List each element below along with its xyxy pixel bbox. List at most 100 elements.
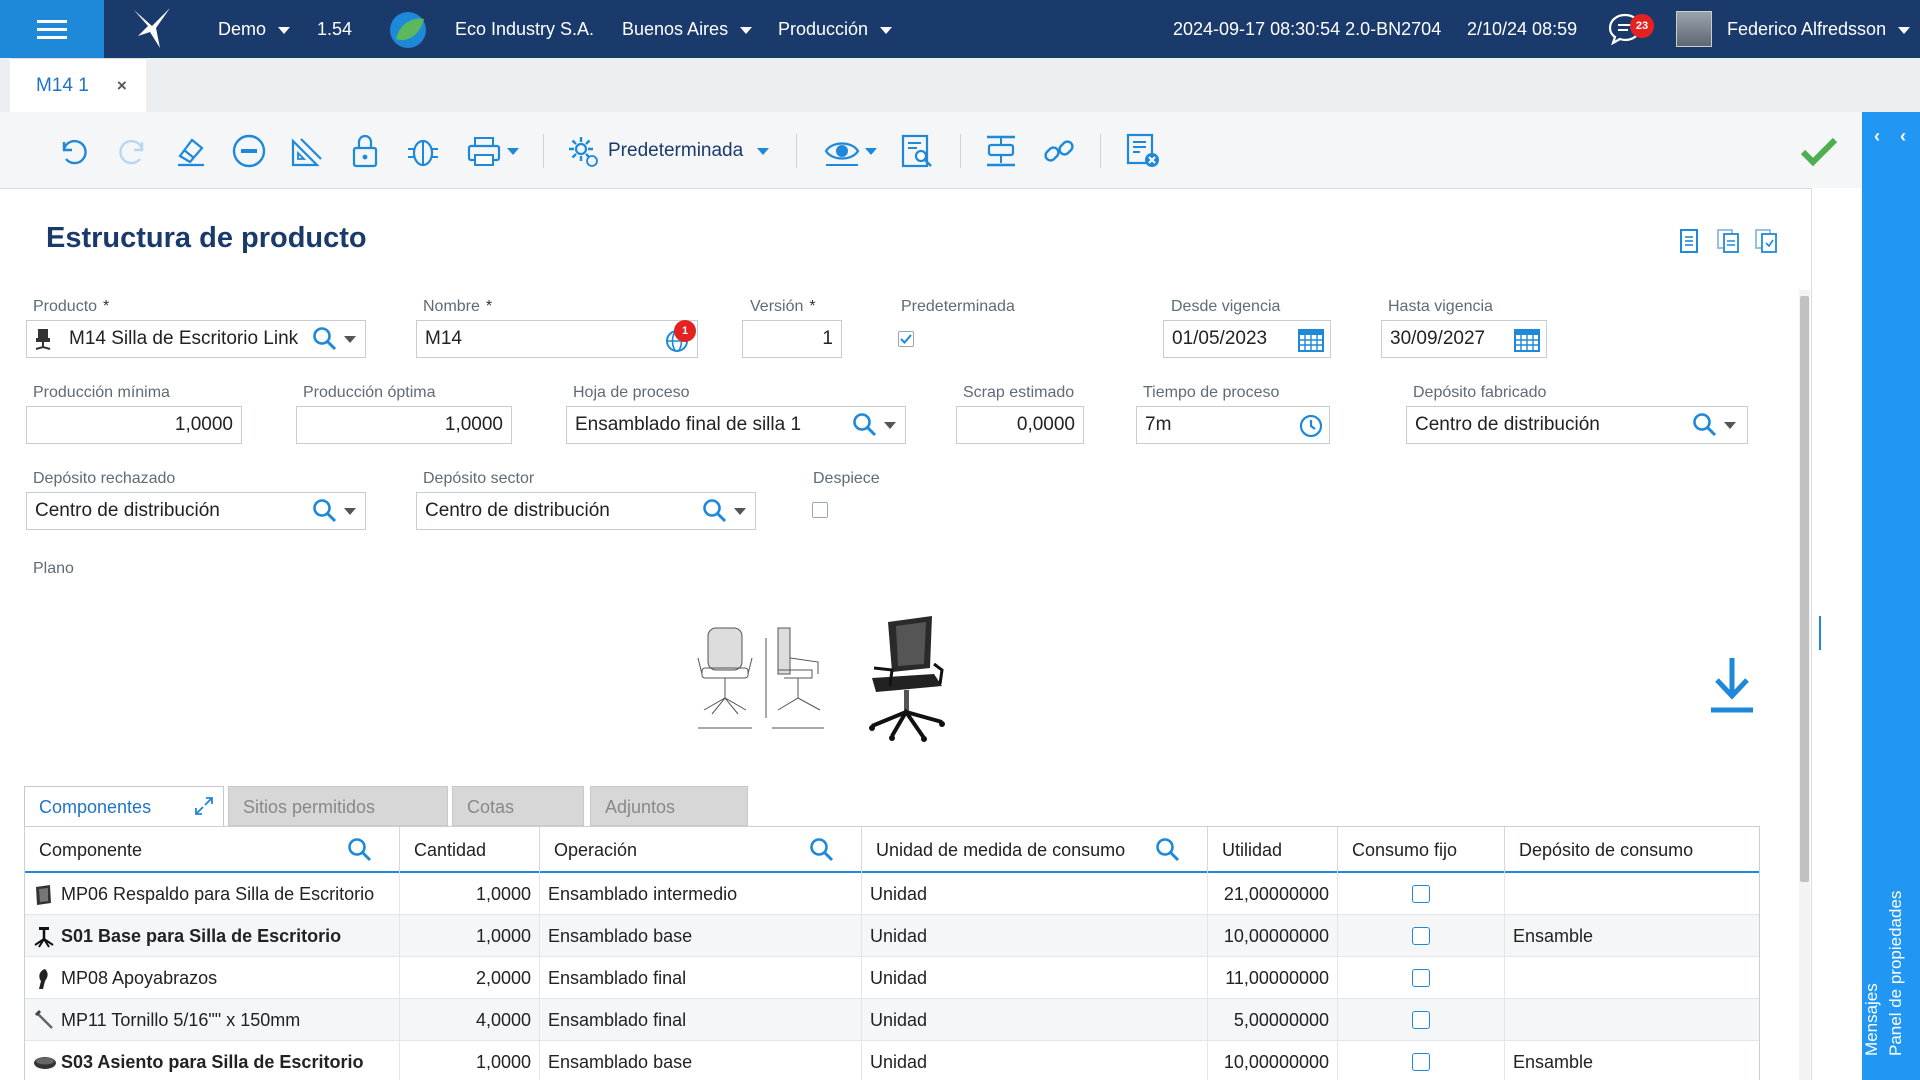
cell-utilidad[interactable]: 11,00000000 (1208, 957, 1338, 999)
messages-panel-tab[interactable]: Mensajes (1862, 983, 1881, 1056)
preview-button[interactable] (818, 130, 882, 172)
cancel-document-button[interactable] (1122, 130, 1164, 172)
print-button[interactable] (460, 130, 524, 172)
table-row[interactable]: S01 Base para Silla de Escritorio 1,0000 E… (25, 915, 1759, 957)
column-header-consumo-fijo[interactable]: Consumo fijo (1338, 827, 1505, 873)
cell-utilidad[interactable]: 10,00000000 (1208, 915, 1338, 957)
cell-operacion[interactable]: Ensamblado base (540, 915, 862, 957)
lock-button[interactable] (344, 130, 386, 172)
produccion-optima-field[interactable]: 1,0000 (296, 406, 512, 444)
company-name[interactable]: Eco Industry S.A. (455, 19, 595, 39)
cell-cantidad[interactable]: 1,0000 (400, 1041, 540, 1080)
tab-componentes[interactable]: Componentes (24, 786, 224, 826)
chair-photo-image[interactable] (862, 614, 948, 742)
cell-utilidad[interactable]: 5,00000000 (1208, 999, 1338, 1041)
scrap-estimado-field[interactable]: 0,0000 (956, 406, 1084, 444)
user-menu[interactable]: Federico Alfredsson (1727, 0, 1911, 58)
cell-consumo-fijo[interactable] (1338, 915, 1505, 957)
version-field[interactable]: 1 (742, 320, 842, 358)
consumo-fijo-checkbox[interactable] (1412, 1053, 1430, 1071)
search-icon[interactable] (809, 837, 835, 863)
column-header-cantidad[interactable]: Cantidad (400, 827, 540, 873)
cell-utilidad[interactable]: 10,00000000 (1208, 1041, 1338, 1080)
cell-deposito[interactable] (1505, 873, 1759, 915)
despiece-checkbox[interactable] (812, 502, 828, 518)
column-header-componente[interactable]: Componente (25, 827, 400, 873)
close-tab-icon[interactable]: × (116, 75, 127, 95)
search-icon[interactable] (1155, 837, 1181, 863)
tiempo-proceso-field[interactable]: 7m (1136, 406, 1330, 444)
cell-cantidad[interactable]: 1,0000 (400, 915, 540, 957)
chevron-down-icon[interactable] (344, 508, 356, 515)
scrollbar-thumb[interactable] (1800, 296, 1809, 882)
cell-componente[interactable]: MP06 Respaldo para Silla de Escritorio (25, 873, 400, 915)
cell-componente[interactable]: S01 Base para Silla de Escritorio (25, 915, 400, 957)
clear-button[interactable] (170, 130, 212, 172)
cell-operacion[interactable]: Ensamblado intermedio (540, 873, 862, 915)
environment-selector[interactable]: Demo (218, 0, 291, 58)
tab-adjuntos[interactable]: Adjuntos (590, 786, 748, 826)
clock-icon[interactable] (1299, 414, 1323, 438)
table-row[interactable]: S03 Asiento para Silla de Escritorio 1,00… (25, 1041, 1759, 1080)
table-row[interactable]: MP06 Respaldo para Silla de Escritorio 1,… (25, 873, 1759, 915)
chevron-down-icon[interactable] (1724, 422, 1736, 429)
deposito-sector-field[interactable]: Centro de distribución (416, 492, 756, 530)
search-document-button[interactable] (896, 130, 938, 172)
cell-unidad[interactable]: Unidad (862, 873, 1208, 915)
search-icon[interactable] (852, 412, 878, 438)
download-icon[interactable] (1709, 656, 1755, 714)
chair-drawing-image[interactable] (694, 618, 844, 742)
tab-sitios-permitidos[interactable]: Sitios permitidos (228, 786, 448, 826)
calendar-icon[interactable] (1297, 327, 1325, 353)
cell-deposito[interactable]: Ensamble (1513, 1052, 1594, 1072)
structure-button[interactable] (980, 130, 1022, 172)
consumo-fijo-checkbox[interactable] (1412, 1011, 1430, 1029)
debug-button[interactable] (402, 130, 444, 172)
cell-consumo-fijo[interactable] (1338, 957, 1505, 999)
paste-document-icon[interactable] (1754, 228, 1778, 254)
cell-unidad[interactable]: Unidad (862, 957, 1208, 999)
remove-button[interactable] (228, 130, 270, 172)
cell-deposito[interactable] (1505, 957, 1759, 999)
splitter-handle[interactable] (1819, 616, 1821, 650)
consumo-fijo-checkbox[interactable] (1412, 969, 1430, 987)
search-icon[interactable] (312, 498, 338, 524)
module-selector[interactable]: Producción (778, 0, 893, 58)
cell-consumo-fijo[interactable] (1338, 1041, 1505, 1080)
predeterminada-checkbox[interactable] (898, 331, 914, 347)
chevron-down-icon[interactable] (884, 422, 896, 429)
undo-button[interactable] (52, 130, 94, 172)
cell-componente[interactable]: S03 Asiento para Silla de Escritorio (25, 1041, 400, 1080)
consumo-fijo-checkbox[interactable] (1412, 885, 1430, 903)
chevron-left-icon[interactable]: ‹ (1900, 126, 1906, 146)
chevron-down-icon[interactable] (734, 508, 746, 515)
calendar-icon[interactable] (1513, 327, 1541, 353)
cell-operacion[interactable]: Ensamblado final (540, 999, 862, 1041)
cell-operacion[interactable]: Ensamblado final (540, 957, 862, 999)
link-button[interactable] (1038, 130, 1080, 172)
table-row[interactable]: MP08 Apoyabrazos 2,0000 Ensamblado final Un… (25, 957, 1759, 999)
consumo-fijo-checkbox[interactable] (1412, 927, 1430, 945)
nombre-field[interactable]: M14 (416, 320, 698, 358)
hamburger-menu-button[interactable] (0, 0, 104, 58)
form-scrollbar[interactable] (1799, 290, 1810, 1080)
column-header-deposito-consumo[interactable]: Depósito de consumo (1519, 840, 1694, 860)
cell-unidad[interactable]: Unidad (862, 915, 1208, 957)
chevron-left-icon[interactable]: ‹ (1874, 126, 1880, 146)
cell-consumo-fijo[interactable] (1338, 873, 1505, 915)
design-button[interactable] (286, 130, 328, 172)
cell-componente[interactable]: MP11 Tornillo 5/16"" x 150mm (25, 999, 400, 1041)
cell-deposito[interactable]: Ensamble (1513, 926, 1594, 946)
cell-cantidad[interactable]: 1,0000 (400, 873, 540, 915)
view-selector[interactable]: Predeterminada (566, 130, 776, 172)
column-header-utilidad[interactable]: Utilidad (1208, 827, 1338, 873)
copy-document-icon[interactable] (1716, 228, 1740, 254)
cell-unidad[interactable]: Unidad (862, 999, 1208, 1041)
deposito-rechazado-field[interactable]: Centro de distribución (26, 492, 366, 530)
tab-cotas[interactable]: Cotas (452, 786, 584, 826)
producto-field[interactable]: M14 Silla de Escritorio Link (26, 320, 366, 358)
redo-button[interactable] (112, 130, 154, 172)
cell-consumo-fijo[interactable] (1338, 999, 1505, 1041)
column-header-unidad[interactable]: Unidad de medida de consumo (862, 827, 1208, 873)
confirm-button[interactable] (1798, 130, 1840, 172)
